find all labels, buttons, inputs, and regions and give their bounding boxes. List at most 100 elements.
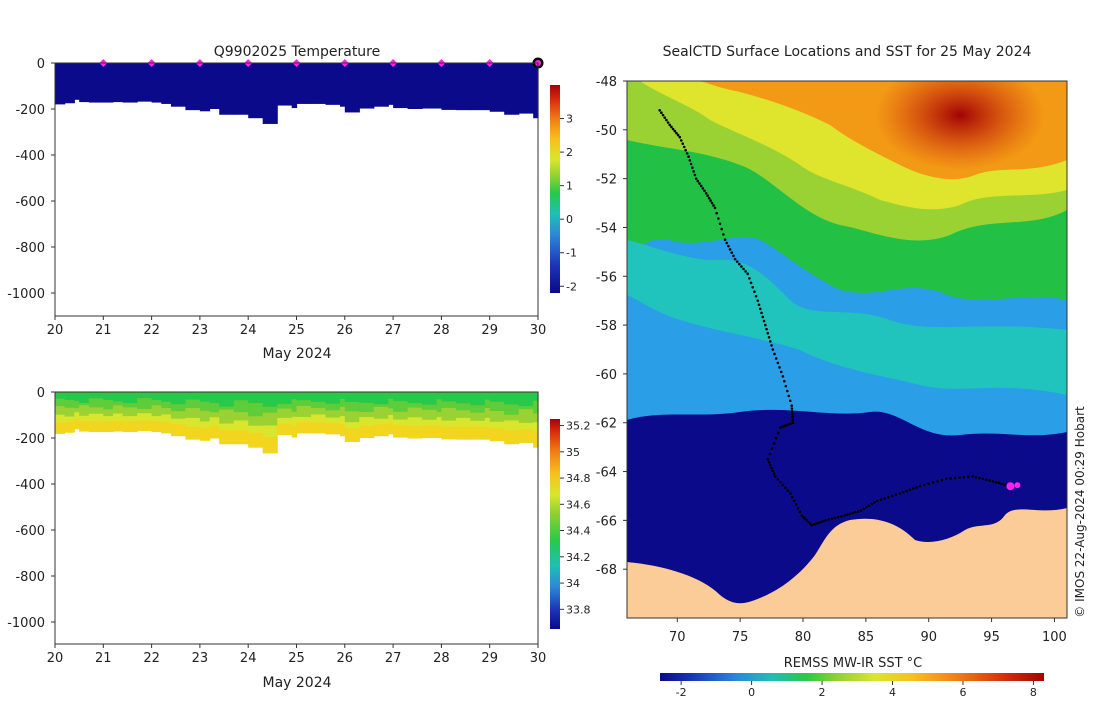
track-point: [785, 423, 788, 427]
x-tick-label: 28: [433, 323, 450, 338]
x-tick-label: 29: [481, 651, 498, 666]
y-tick-label: -400: [15, 478, 45, 493]
y-tick-label: -400: [15, 149, 45, 164]
track-point: [953, 476, 957, 480]
salinity-profile-cell: [359, 425, 375, 439]
track-point: [773, 352, 776, 356]
x-tick-label: 20: [47, 651, 64, 666]
track-point: [923, 483, 926, 487]
salinity-profile-cell: [103, 421, 114, 433]
temperature-profile-column: [388, 63, 394, 105]
salinity-profile-cell: [533, 413, 539, 423]
salinity-profile-cell: [518, 409, 534, 424]
track-point: [671, 127, 675, 131]
track-point: [742, 267, 745, 271]
temperature-profile-column: [291, 63, 298, 109]
y-tick-label: -58: [596, 319, 617, 334]
track-point: [663, 116, 667, 119]
track-point: [748, 277, 751, 280]
track-point: [766, 331, 770, 335]
temperature-profile-column: [296, 63, 312, 104]
track-point: [771, 469, 775, 473]
salinity-profile-cell: [296, 392, 312, 401]
track-point: [901, 490, 905, 494]
track-point: [763, 323, 767, 327]
track-point: [859, 509, 863, 512]
salinity-profile-cell: [262, 412, 278, 427]
salinity-profile-cell: [373, 392, 389, 405]
salinity-profile-cell: [262, 425, 278, 438]
salinity-profile-cell: [310, 407, 327, 416]
salinity-profile-cell: [185, 399, 201, 409]
track-point: [879, 498, 883, 501]
track-point: [949, 477, 953, 480]
track-point: [779, 480, 782, 484]
track-point: [730, 251, 734, 254]
track-point: [772, 442, 776, 445]
salinity-profile-cell: [291, 425, 298, 438]
track-point: [704, 191, 708, 195]
latest-position-marker: [1014, 482, 1021, 489]
salinity-profile-cell: [388, 422, 394, 435]
track-point: [875, 499, 879, 503]
track-point: [774, 475, 777, 478]
x-tick-label: 90: [920, 630, 937, 645]
salinity-profile-cell: [518, 406, 534, 410]
salinity-profile-cell: [393, 411, 409, 420]
salinity-profile-cell: [504, 430, 520, 445]
track-point: [732, 254, 735, 258]
temperature-profile-column: [262, 63, 278, 124]
track-point: [670, 125, 673, 129]
temperature-profile-column: [74, 63, 80, 100]
sst-map-panel: SealCTD Surface Locations and SST for 25…: [596, 44, 1087, 699]
y-tick-label: -1000: [7, 616, 45, 631]
colorbar-tick-label: 33.8: [566, 603, 591, 616]
salinity-profile-cell: [484, 408, 491, 419]
colorbar-tick-label: -2: [566, 280, 577, 293]
salinity-profile-cell: [373, 418, 389, 425]
temperature-profile-column: [518, 63, 534, 114]
salinity-profile-cell: [161, 407, 172, 416]
salinity-colorbar-ticks: 35.2 35 34.8 34.6 34.4 34.2 34 33.8: [560, 420, 591, 616]
salinity-profile-cell: [344, 428, 360, 442]
track-point: [819, 520, 823, 524]
salinity-profile-cell: [277, 417, 293, 424]
salinity-profile-cell: [388, 398, 394, 409]
track-point: [723, 238, 727, 241]
salinity-profile-cell: [310, 392, 327, 403]
salinity-profile-cell: [470, 392, 486, 406]
track-point: [738, 262, 741, 266]
salinity-profile-cell: [407, 417, 423, 427]
track-point: [778, 366, 781, 369]
salinity-profile-cell: [325, 403, 341, 411]
salinity-profile-cell: [436, 392, 442, 400]
colorbar-tick-label: -2: [676, 686, 687, 699]
track-point: [779, 426, 782, 429]
salinity-profile-cell: [55, 422, 66, 434]
colorbar-tick-label: 1: [566, 180, 573, 193]
track-point: [789, 422, 793, 425]
temperature-profile-column: [55, 63, 66, 105]
salinity-profile-cell: [296, 422, 312, 434]
y-tick-label: -62: [596, 417, 617, 432]
salinity-profile-cell: [339, 406, 346, 417]
temperature-profile-column: [373, 63, 389, 107]
track-point: [787, 394, 791, 398]
colorbar-tick-label: 34.8: [566, 472, 591, 485]
map-colorbar-ticks: -2 0 2 4 6 8: [676, 681, 1037, 699]
salinity-profile-cell: [504, 404, 520, 416]
salinity-profile-cell: [296, 416, 312, 423]
track-point: [836, 515, 840, 519]
salinity-profile-cell: [122, 421, 138, 433]
salinity-profile-cell: [151, 421, 162, 433]
track-point: [848, 512, 852, 516]
salinity-profile-cell: [55, 398, 66, 407]
salinity-profile-cell: [199, 401, 211, 412]
salinity-profile-cell: [219, 430, 235, 445]
salinity-profile-cell: [55, 406, 66, 416]
salinity-profile-cell: [455, 417, 471, 428]
track-point: [843, 514, 846, 517]
track-point: [703, 189, 706, 193]
salinity-profile-cell: [112, 420, 124, 432]
salinity-profile-cell: [422, 409, 438, 421]
